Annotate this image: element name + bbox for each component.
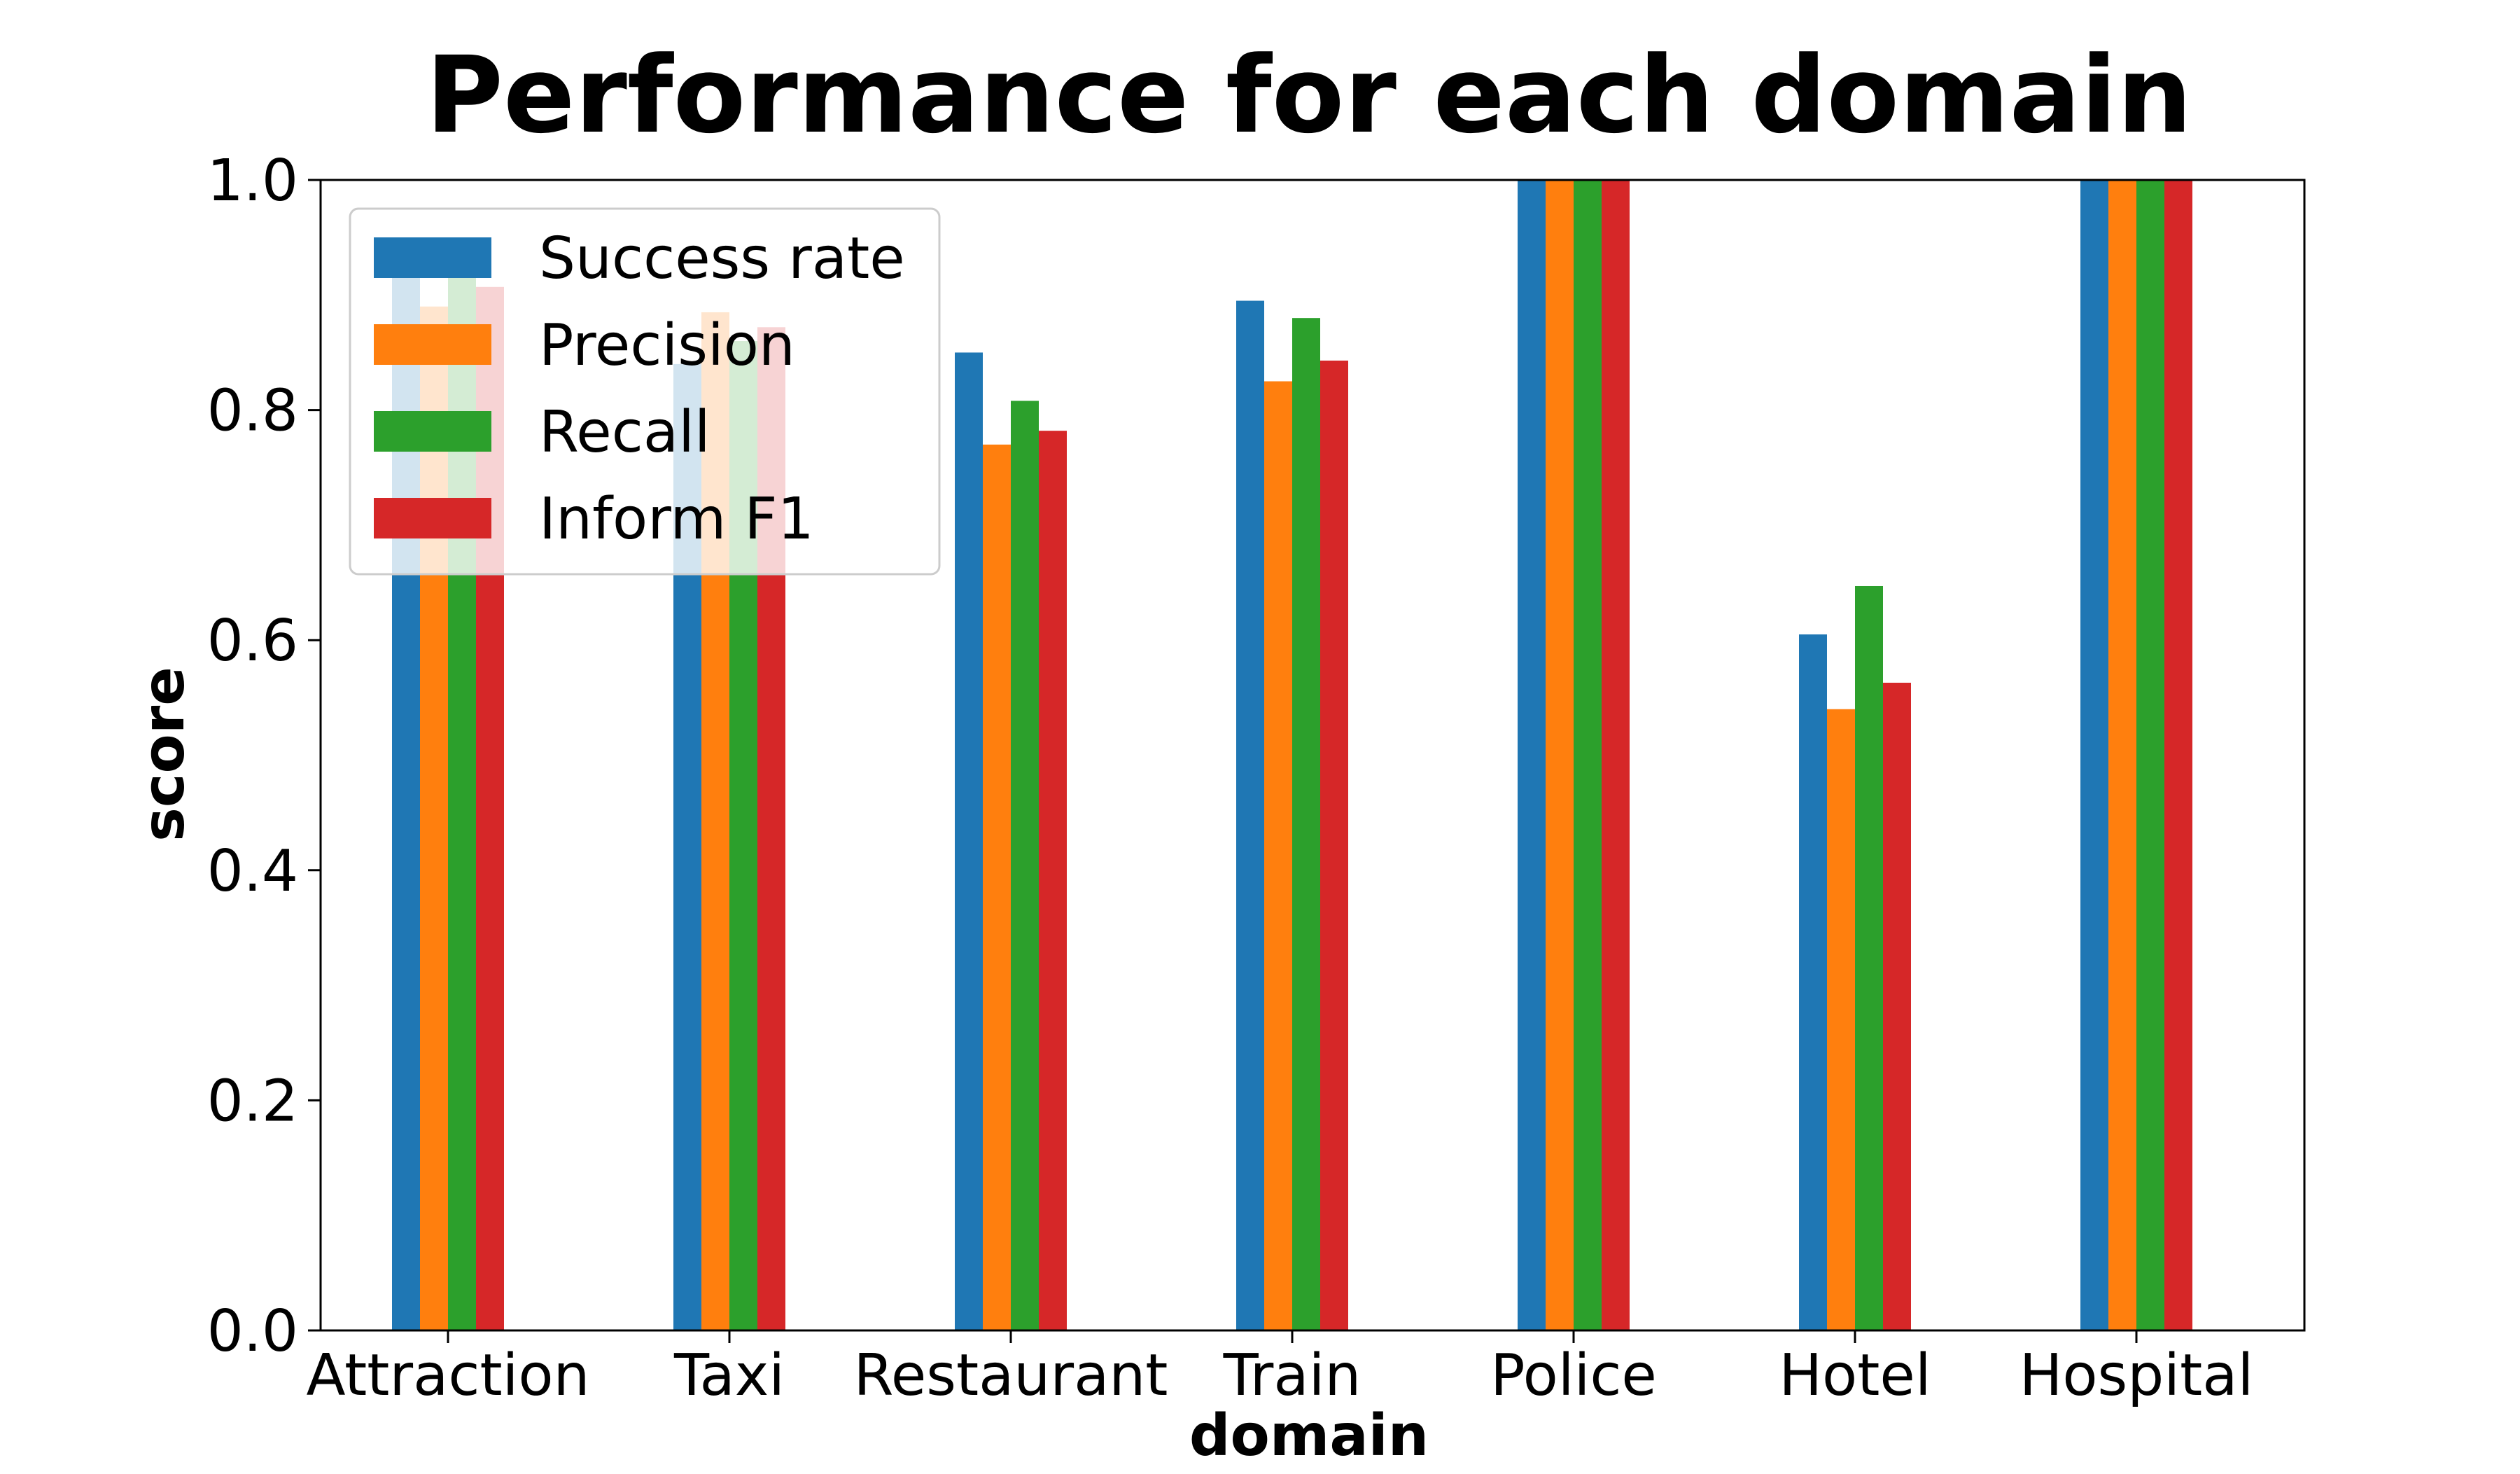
x-tick-label: Train bbox=[1223, 1342, 1362, 1409]
legend-label-precision: Precision bbox=[539, 312, 795, 379]
bar-police-recall bbox=[1574, 180, 1602, 1330]
y-tick-label: 0.6 bbox=[207, 608, 298, 674]
x-axis-label: domain bbox=[1189, 1403, 1429, 1469]
bar-hotel-precision bbox=[1827, 709, 1855, 1330]
bar-train-inform-f1 bbox=[1320, 360, 1348, 1331]
legend-label-recall: Recall bbox=[539, 399, 710, 466]
bar-hotel-inform-f1 bbox=[1883, 682, 1911, 1330]
x-tick-label: Restaurant bbox=[854, 1342, 1168, 1409]
legend-swatch-success-rate bbox=[374, 237, 491, 278]
legend-label-success-rate: Success rate bbox=[539, 225, 905, 292]
bar-restaurant-precision bbox=[983, 444, 1011, 1330]
y-tick-label: 0.0 bbox=[207, 1298, 298, 1365]
bar-restaurant-success-rate bbox=[955, 352, 983, 1331]
bar-police-success-rate bbox=[1518, 180, 1546, 1330]
ticks-layer: 0.0 0.2 0.4 0.6 0.8 1.0 Attraction Taxi Restaura… bbox=[207, 148, 2254, 1409]
x-tick-label: Hotel bbox=[1779, 1342, 1931, 1409]
bar-restaurant-inform-f1 bbox=[1039, 431, 1067, 1330]
y-tick-label: 0.2 bbox=[207, 1068, 298, 1134]
bar-police-inform-f1 bbox=[1602, 180, 1630, 1330]
bar-hospital-precision bbox=[2108, 180, 2136, 1330]
x-tick-label: Hospital bbox=[2019, 1342, 2254, 1409]
x-tick-label: Attraction bbox=[306, 1342, 589, 1409]
plot-frame bbox=[319, 179, 2306, 1332]
bar-hospital-success-rate bbox=[2080, 180, 2108, 1330]
x-tick-label: Taxi bbox=[673, 1342, 785, 1409]
y-tick-label: 0.4 bbox=[207, 838, 298, 905]
y-axis-label: score bbox=[131, 667, 197, 842]
legend-label-inform-f1: Inform F1 bbox=[539, 486, 814, 552]
legend-box bbox=[349, 207, 941, 576]
legend-swatch-inform-f1 bbox=[374, 498, 491, 538]
bar-police-precision bbox=[1546, 180, 1574, 1330]
y-tick-label: 0.8 bbox=[207, 378, 298, 445]
bar-restaurant-recall bbox=[1011, 401, 1039, 1330]
legend-swatch-recall bbox=[374, 411, 491, 452]
x-tick-label: Police bbox=[1490, 1342, 1657, 1409]
bar-train-success-rate bbox=[1236, 300, 1264, 1330]
chart-title: Performance for each domain bbox=[426, 34, 2192, 157]
bar-hotel-recall bbox=[1855, 585, 1883, 1330]
bar-hospital-inform-f1 bbox=[2164, 180, 2192, 1330]
y-tick-label: 1.0 bbox=[207, 148, 298, 214]
legend-swatch-precision bbox=[374, 324, 491, 365]
legend: Success rate Precision Recall Inform F1 bbox=[349, 207, 941, 576]
bar-hospital-recall bbox=[2136, 180, 2164, 1330]
bar-hotel-success-rate bbox=[1799, 634, 1827, 1330]
bar-train-recall bbox=[1292, 318, 1320, 1330]
bar-train-precision bbox=[1264, 381, 1292, 1330]
